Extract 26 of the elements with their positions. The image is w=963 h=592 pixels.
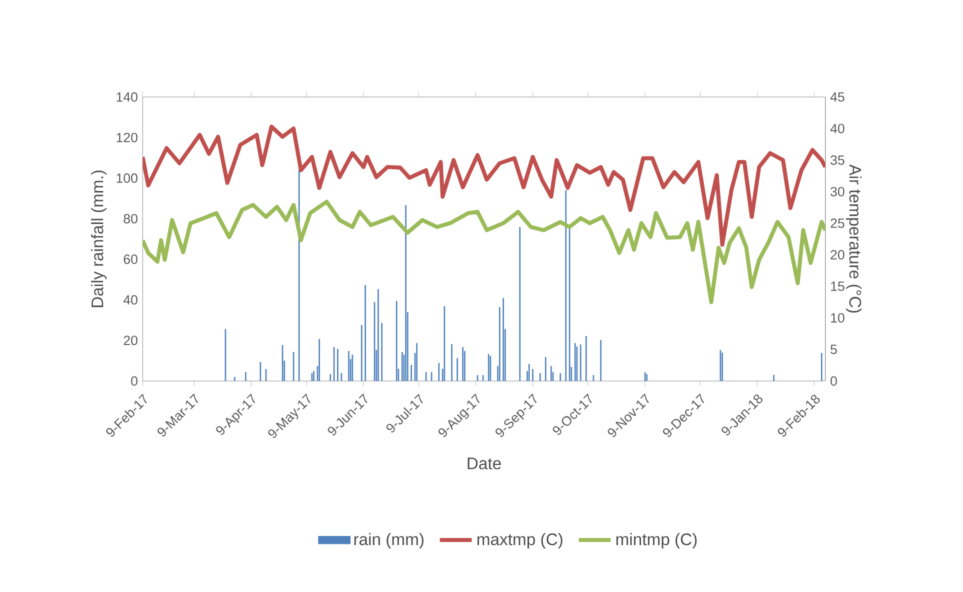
legend-label: maxtmp (C) (477, 532, 562, 549)
y2-tick-label: 20 (830, 250, 844, 260)
y-tick-label: 140 (116, 92, 138, 102)
y-axis-title: Daily rainfall (mm.) (91, 170, 107, 308)
y-tick-label: 40 (123, 295, 138, 305)
y2-tick-label: 30 (830, 186, 844, 196)
y2-axis-title: Air temperature (°C) (846, 164, 862, 313)
y2-tick-label: 5 (830, 344, 837, 354)
y2-tick-label: 10 (831, 313, 844, 323)
x-axis-title: Date (468, 458, 501, 470)
line-series (142, 200, 826, 304)
line-series (142, 124, 826, 247)
y-tick-label: 120 (116, 132, 138, 142)
y2-tick-label: 15 (831, 282, 844, 291)
y2-tick-label: 0 (830, 376, 837, 386)
y-tick-label: 0 (131, 376, 138, 386)
y-tick-label: 60 (124, 254, 138, 264)
y-tick-label: 100 (116, 173, 138, 183)
y2-tick-label: 25 (830, 218, 844, 228)
y2-tick-label: 35 (830, 155, 844, 165)
y-tick-label: 80 (124, 214, 138, 224)
y2-tick-label: 45 (830, 92, 844, 102)
y2-tick-label: 40 (830, 124, 844, 134)
legend-label: mintmp (C) (616, 532, 697, 549)
legend-label: rain (mm) (354, 532, 424, 549)
y-tick-label: 20 (124, 336, 138, 346)
